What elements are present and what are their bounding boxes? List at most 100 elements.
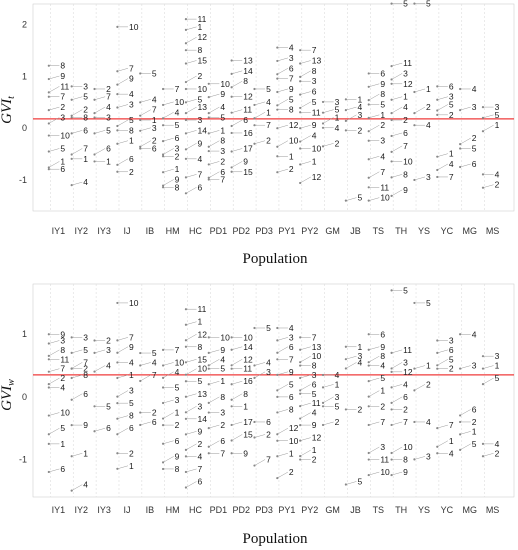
data-point bbox=[47, 442, 50, 445]
leader-line bbox=[185, 106, 197, 114]
point-label: 4 bbox=[426, 120, 431, 130]
data-point bbox=[390, 176, 393, 179]
leader-line bbox=[277, 88, 288, 93]
leader-line bbox=[414, 365, 426, 369]
point-label: 6 bbox=[129, 423, 134, 433]
leader-line bbox=[460, 443, 471, 451]
data-point bbox=[70, 398, 73, 401]
point-label: 2 bbox=[357, 404, 362, 414]
point-label: 3 bbox=[266, 367, 271, 377]
marks: 9381172410516357286914234561079413586215… bbox=[47, 285, 500, 492]
x-tick-label: PY1 bbox=[278, 226, 295, 236]
leader-line bbox=[163, 440, 174, 444]
leader-line bbox=[48, 340, 60, 344]
point-label: 6 bbox=[289, 392, 294, 402]
point-label: 9 bbox=[289, 84, 294, 94]
point-label: 8 bbox=[198, 342, 203, 352]
data-point bbox=[116, 361, 119, 364]
x-tick-label: PD3 bbox=[255, 505, 273, 515]
point-label: 4 bbox=[335, 123, 340, 133]
point-label: 12 bbox=[289, 423, 299, 433]
data-point bbox=[47, 168, 50, 171]
leader-line bbox=[345, 481, 357, 485]
y-tick-label: 1 bbox=[22, 329, 27, 339]
data-point bbox=[70, 98, 73, 101]
data-point bbox=[207, 132, 210, 135]
point-label: 1 bbox=[312, 156, 317, 166]
data-point bbox=[230, 150, 233, 153]
data-point bbox=[299, 336, 302, 339]
data-point bbox=[413, 301, 416, 305]
data-point bbox=[390, 118, 393, 122]
data-point bbox=[413, 178, 416, 182]
data-point bbox=[367, 199, 370, 202]
data-point bbox=[390, 289, 393, 292]
point-label: 4 bbox=[289, 323, 294, 333]
point-label: 7 bbox=[312, 332, 317, 342]
data-point bbox=[184, 339, 188, 342]
leader-line bbox=[48, 117, 60, 124]
leader-line bbox=[277, 453, 288, 457]
data-point bbox=[299, 75, 302, 78]
data-point bbox=[230, 170, 233, 173]
leader-line bbox=[231, 148, 243, 152]
point-label: 6 bbox=[472, 159, 477, 169]
data-point bbox=[116, 351, 119, 354]
point-label: 7 bbox=[60, 364, 65, 374]
data-point bbox=[161, 376, 165, 379]
point-label: 9 bbox=[403, 185, 408, 195]
data-point bbox=[161, 386, 165, 389]
leader-line bbox=[140, 374, 151, 382]
plot-area bbox=[32, 283, 515, 498]
data-point bbox=[207, 351, 210, 355]
leader-line bbox=[185, 334, 197, 341]
y-tick-label: 0 bbox=[22, 123, 27, 133]
point-label: 5 bbox=[335, 401, 340, 411]
leader-line bbox=[208, 359, 220, 366]
point-label: 5 bbox=[403, 0, 408, 9]
data-point bbox=[299, 417, 302, 420]
data-point bbox=[276, 77, 279, 80]
data-point bbox=[459, 165, 462, 169]
leader-line bbox=[482, 114, 494, 119]
data-point bbox=[70, 351, 73, 355]
data-point bbox=[367, 130, 370, 133]
data-point bbox=[321, 122, 325, 125]
x-tick-label: IJ bbox=[123, 226, 130, 236]
point-label: 9 bbox=[129, 342, 134, 352]
data-point bbox=[299, 181, 302, 185]
data-point bbox=[161, 87, 165, 91]
data-point bbox=[139, 423, 142, 427]
point-label: 3 bbox=[472, 361, 477, 371]
x-tick-label: PD1 bbox=[210, 226, 228, 236]
data-point bbox=[390, 473, 393, 477]
leader-line bbox=[185, 431, 197, 435]
point-label: 7 bbox=[403, 141, 408, 151]
point-label: 10 bbox=[129, 298, 139, 308]
leader-line bbox=[117, 158, 129, 166]
data-point bbox=[116, 170, 119, 173]
data-point bbox=[321, 373, 325, 377]
data-point bbox=[161, 117, 165, 120]
data-point bbox=[116, 124, 119, 128]
point-label: 2 bbox=[403, 404, 408, 414]
point-label: 1 bbox=[152, 115, 157, 125]
point-label: 2 bbox=[426, 379, 431, 389]
data-point bbox=[276, 351, 279, 354]
y-axis-title-main: GVI bbox=[0, 98, 15, 124]
leader-line bbox=[391, 132, 403, 137]
data-point bbox=[299, 147, 302, 150]
point-label: 7 bbox=[152, 105, 157, 115]
point-label: 3 bbox=[426, 451, 431, 461]
point-label: 10 bbox=[380, 467, 390, 477]
data-point bbox=[436, 85, 439, 88]
point-label: 3 bbox=[335, 392, 340, 402]
data-point bbox=[47, 150, 50, 153]
x-tick-label: IY2 bbox=[75, 226, 89, 236]
leader-line bbox=[300, 60, 311, 64]
leader-line bbox=[117, 428, 129, 435]
point-label: 3 bbox=[175, 395, 180, 405]
leader-line bbox=[117, 415, 129, 419]
point-label: 7 bbox=[220, 175, 225, 185]
data-point bbox=[390, 160, 393, 163]
